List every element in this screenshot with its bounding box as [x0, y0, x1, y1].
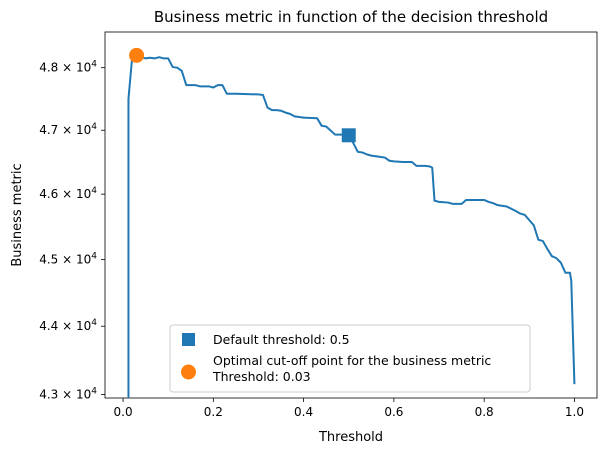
y-tick-exponent: 4 [91, 318, 97, 328]
y-tick-label: 4.6 × 104 [39, 186, 97, 201]
legend-square-icon [182, 333, 195, 346]
x-tick-label: 0.8 [475, 405, 494, 419]
y-tick-label: 4.7 × 104 [39, 122, 97, 137]
legend-circle-icon [181, 364, 196, 380]
y-tick-exponent: 4 [91, 122, 97, 132]
x-axis-label: Threshold [318, 430, 383, 445]
legend-entry-label: Threshold: 0.03 [212, 369, 311, 384]
legend-box [169, 324, 531, 393]
default-threshold-marker [341, 128, 356, 143]
x-tick-label: 0.2 [204, 405, 223, 419]
x-tick-label: 0.0 [114, 405, 133, 419]
y-tick-base: 4.4 × 10 [39, 319, 91, 333]
y-tick-exponent: 4 [91, 387, 97, 397]
y-tick-base: 4.6 × 10 [39, 187, 91, 201]
y-axis-label: Business metric [10, 163, 25, 266]
y-tick-base: 4.8 × 10 [39, 61, 91, 75]
y-tick-label: 4.5 × 104 [39, 251, 97, 266]
y-tick-base: 4.3 × 10 [39, 388, 91, 402]
y-tick-label: 4.3 × 104 [39, 387, 97, 402]
y-tick-base: 4.5 × 10 [39, 252, 91, 266]
y-tick-exponent: 4 [91, 251, 97, 261]
x-tick-label: 0.4 [294, 405, 313, 419]
x-tick-label: 0.6 [384, 405, 403, 419]
legend-entry-label: Optimal cut-off point for the business m… [213, 353, 491, 368]
y-tick-base: 4.7 × 10 [39, 123, 91, 137]
legend-entry-label: Default threshold: 0.5 [213, 332, 350, 347]
chart-title: Business metric in function of the decis… [154, 8, 548, 26]
x-tick-label: 1.0 [565, 405, 584, 419]
y-tick-exponent: 4 [91, 60, 97, 70]
plot-area-frame [104, 31, 598, 399]
business-metric-line [127, 54, 576, 398]
optimal-cutoff-marker [129, 47, 145, 63]
x-axis: 0.0 0.2 0.4 0.6 0.8 1.0 [114, 398, 584, 419]
y-tick-label: 4.8 × 104 [39, 60, 97, 75]
series-layer [127, 47, 576, 398]
legend: Default threshold: 0.5 Optimal cut-off po… [169, 324, 531, 393]
y-tick-label: 4.4 × 104 [39, 318, 97, 333]
y-tick-exponent: 4 [91, 186, 97, 196]
